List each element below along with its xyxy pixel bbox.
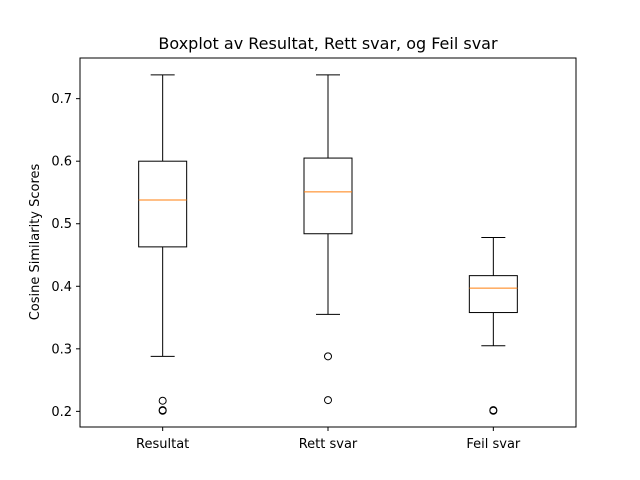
y-tick-label: 0.5 xyxy=(51,217,72,232)
box-rett-svar xyxy=(303,74,353,405)
outlier-point xyxy=(489,406,498,415)
iqr-box xyxy=(138,160,188,248)
box-resultat xyxy=(138,74,188,415)
y-axis: 0.2 0.3 0.4 0.5 0.6 0.7 xyxy=(51,92,80,420)
chart-title: Boxplot av Resultat, Rett svar, og Feil … xyxy=(158,34,498,53)
box-series xyxy=(138,74,518,415)
outlier-point xyxy=(324,352,332,361)
box-feil-svar xyxy=(468,236,518,415)
y-tick-label: 0.2 xyxy=(51,405,72,420)
outlier-point xyxy=(158,396,167,405)
iqr-box xyxy=(468,275,518,314)
outlier-point xyxy=(158,406,167,415)
y-tick-label: 0.7 xyxy=(51,92,72,107)
y-tick-label: 0.3 xyxy=(51,342,72,357)
x-tick-label: Rett svar xyxy=(299,437,358,452)
y-tick-label: 0.4 xyxy=(51,280,72,295)
y-tick-label: 0.6 xyxy=(51,155,72,170)
x-tick-label: Feil svar xyxy=(466,437,521,452)
outlier-point xyxy=(324,396,332,405)
y-axis-label: Cosine Similarity Scores xyxy=(28,163,43,320)
x-tick-label: Resultat xyxy=(136,437,189,452)
iqr-box xyxy=(303,157,353,235)
x-axis: Resultat Rett svar Feil svar xyxy=(136,427,521,452)
